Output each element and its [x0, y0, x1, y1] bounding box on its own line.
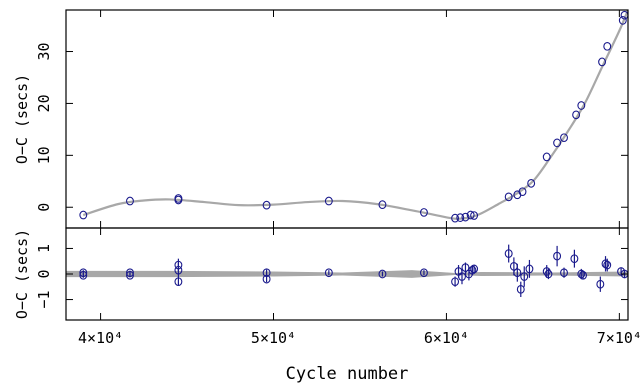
bottom-data-point: [174, 277, 183, 287]
bottom-data-point: [458, 272, 466, 281]
bottom-data-point: [520, 272, 529, 281]
y-tick-label: −1: [35, 291, 53, 309]
top-data-point: [174, 195, 183, 205]
y-tick-label: 10: [35, 146, 53, 164]
top-data-point: [518, 187, 527, 197]
bottom-data-point: [504, 249, 513, 258]
bottom-data-point: [513, 268, 522, 278]
x-axis-label: Cycle number: [286, 364, 409, 384]
top-data-point: [598, 57, 607, 67]
bottom-data-point: [378, 269, 387, 279]
top-fit-curve-layer: [82, 10, 628, 220]
top-data-point: [577, 101, 586, 110]
top-data-point: [324, 196, 333, 206]
top-data-point: [466, 210, 475, 220]
bottom-data-point: [579, 270, 587, 280]
top-data-point: [126, 196, 134, 206]
bottom-data-point: [553, 251, 562, 261]
top-data-point: [378, 200, 387, 209]
bottom-data-point: [525, 264, 534, 274]
top-data-point: [420, 208, 428, 217]
x-tick-label: 4×10⁴: [78, 329, 123, 347]
top-data-point: [456, 213, 465, 222]
bottom-data-point: [451, 277, 460, 287]
y-tick-label: 30: [35, 42, 53, 60]
bottom-data-point: [596, 279, 605, 289]
top-points-layer: [79, 10, 629, 223]
top-data-point: [79, 210, 88, 220]
bottom-data-point: [577, 269, 586, 279]
bottom-data-point: [603, 260, 612, 270]
bottom-data-point: [544, 269, 553, 279]
bottom-data-point: [560, 268, 568, 278]
top-data-point: [560, 133, 568, 143]
top-data-point: [618, 16, 627, 25]
bottom-residual-band-layer: [66, 270, 628, 278]
bottom-data-point: [126, 270, 134, 280]
top-data-point: [262, 200, 271, 210]
bottom-panel-frame: [65, 227, 629, 321]
fit-curve: [82, 10, 628, 220]
top-data-point: [461, 212, 470, 222]
bottom-data-point: [262, 274, 271, 284]
bottom-data-point: [470, 264, 479, 274]
bottom-data-point: [420, 268, 428, 278]
bottom-data-point: [516, 284, 525, 294]
bottom-points-layer: [79, 244, 629, 297]
bottom-data-point: [324, 268, 333, 278]
top-data-point: [527, 179, 536, 188]
y-tick-label: 20: [35, 94, 53, 112]
x-tick-label: 5×10⁴: [251, 329, 296, 347]
bottom-y-axis-label: O−C (secs): [13, 229, 31, 319]
bottom-data-point: [601, 259, 610, 269]
top-data-point: [553, 138, 562, 148]
top-data-point: [603, 41, 612, 51]
bottom-data-point: [570, 254, 579, 264]
bottom-panel: −1 0 1 4×10⁴ 5×10⁴ 6×10⁴ 7×10⁴ O−C (secs) Cyc…: [13, 227, 642, 384]
top-data-point: [470, 211, 479, 220]
top-data-point: [451, 213, 460, 223]
top-y-ticks: 0 10 20 30: [35, 42, 628, 212]
bottom-y-ticks: −1 0 1: [35, 244, 628, 309]
top-panel-frame: [65, 9, 629, 229]
top-y-axis-label: O−C (secs): [13, 74, 31, 164]
residual-band: [66, 270, 628, 278]
top-data-point: [572, 110, 581, 120]
bottom-x-ticks: 4×10⁴ 5×10⁴ 6×10⁴ 7×10⁴: [78, 228, 642, 347]
bottom-data-point: [174, 265, 183, 275]
y-tick-label: 1: [35, 244, 53, 253]
y-tick-label: 0: [35, 269, 53, 278]
y-tick-label: 0: [35, 203, 53, 212]
top-panel: 0 10 20 30 O−C (secs): [13, 9, 629, 229]
bottom-data-point: [542, 267, 551, 276]
top-data-point: [542, 152, 551, 162]
x-tick-label: 7×10⁴: [597, 329, 642, 347]
x-tick-label: 6×10⁴: [424, 329, 469, 347]
top-data-point: [504, 192, 513, 202]
top-x-ticks: [100, 10, 620, 228]
bottom-data-point: [79, 270, 88, 280]
bottom-data-point: [468, 265, 477, 275]
